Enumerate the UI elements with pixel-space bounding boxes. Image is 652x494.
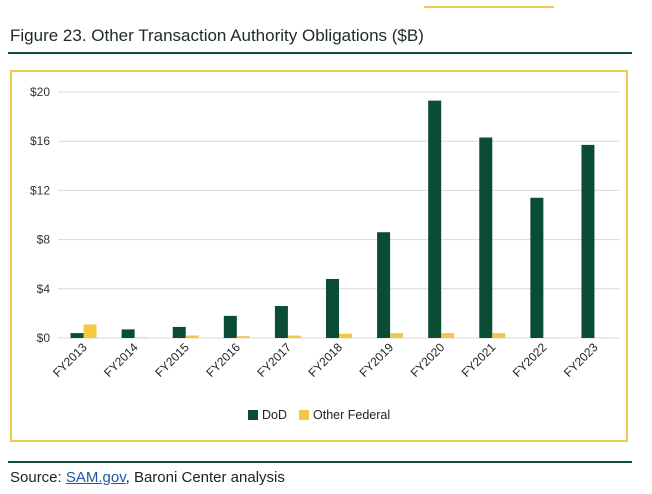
x-tick-label: FY2020: [408, 340, 448, 380]
bar-other-federal: [441, 333, 455, 338]
source-divider: [8, 461, 632, 463]
bar-dod: [326, 278, 339, 338]
top-accent-line: [424, 6, 554, 8]
bar-other-federal: [390, 333, 404, 338]
bar-chart: $0 $4 $8 $12 $16 $20 FY2013 FY2014 FY2015 FY2016 F…: [30, 85, 620, 422]
chart-frame: $0 $4 $8 $12 $16 $20 FY2013 FY2014 FY2015 FY2016 F…: [10, 70, 628, 442]
bar-dod: [428, 100, 442, 338]
bar-dod: [479, 137, 493, 338]
source-link[interactable]: SAM.gov: [65, 469, 126, 486]
bar-other-federal: [492, 333, 506, 338]
y-tick-label: $20: [30, 85, 50, 99]
title-divider: [8, 52, 632, 54]
x-tick-label: FY2015: [152, 340, 192, 380]
y-tick-label: $12: [30, 183, 50, 197]
y-tick-label: $8: [37, 233, 51, 247]
x-tick-label: FY2022: [510, 340, 550, 380]
source-suffix: , Baroni Center analysis: [125, 469, 285, 486]
bar-dod: [223, 315, 237, 338]
bar-dod: [274, 306, 288, 338]
x-tick-label: FY2021: [459, 340, 499, 380]
bar-dod: [581, 144, 595, 338]
bar-other-federal: [83, 324, 97, 338]
figure-title: Figure 23. Other Transaction Authority O…: [10, 26, 424, 45]
y-tick-label: $16: [30, 134, 50, 148]
y-tick-label: $4: [37, 282, 51, 296]
bar-dod: [530, 197, 544, 338]
source-prefix: Source:: [10, 469, 66, 486]
x-tick-label: FY2017: [254, 340, 294, 380]
y-tick-label: $0: [37, 331, 51, 345]
x-tick-label: FY2019: [357, 340, 397, 380]
bar-other-federal: [185, 335, 199, 338]
bar-dod: [70, 333, 84, 338]
x-tick-label: FY2023: [561, 340, 601, 380]
bar-dod: [172, 326, 186, 338]
legend-swatch-dod: [248, 410, 258, 420]
legend-label-dod: DoD: [262, 408, 287, 422]
x-tick-label: FY2018: [306, 340, 346, 380]
bar-other-federal: [339, 333, 352, 338]
legend-label-other-federal: Other Federal: [313, 408, 390, 422]
source-note: Source: SAM.gov, Baroni Center analysis: [10, 469, 285, 486]
legend-swatch-other-federal: [299, 410, 310, 420]
bar-other-federal: [287, 335, 301, 338]
bar-other-federal: [134, 337, 148, 338]
x-tick-label: FY2016: [203, 340, 243, 380]
x-tick-label: FY2014: [101, 340, 141, 380]
bar-other-federal: [236, 336, 250, 338]
bar-dod: [121, 329, 135, 338]
x-tick-label: FY2013: [50, 340, 90, 380]
bar-dod: [377, 232, 391, 338]
